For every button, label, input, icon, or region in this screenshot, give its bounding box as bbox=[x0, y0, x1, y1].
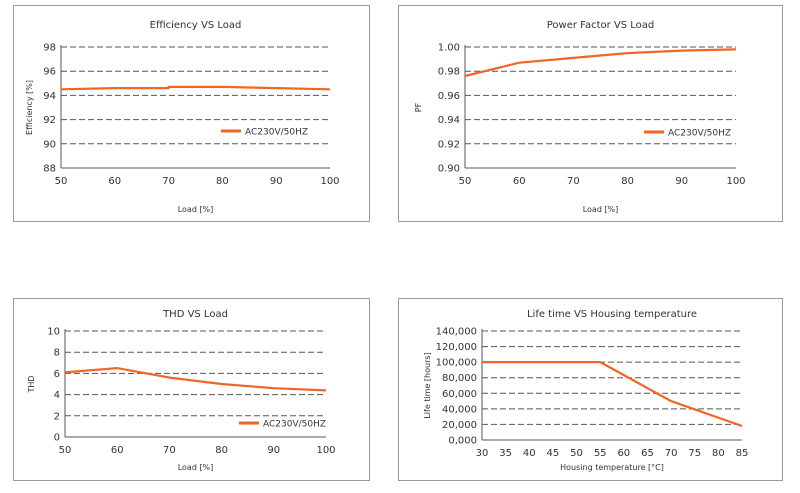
x-tick-label: 90 bbox=[270, 176, 283, 187]
y-tick-label: 20,000 bbox=[442, 420, 477, 431]
x-tick-label: 70 bbox=[665, 448, 678, 459]
efficiency-chart-panel: Efficiency VS Load 88 90 92 94 96 98 50 60 70 80 90… bbox=[13, 5, 370, 222]
x-tick-label: 70 bbox=[567, 176, 580, 187]
x-tick-label: 80 bbox=[621, 176, 634, 187]
series-line bbox=[60, 85, 331, 91]
efficiency-chart: Efficiency VS Load 88 90 92 94 96 98 50 60 70 80 90… bbox=[25, 20, 340, 214]
x-tick-label: 50 bbox=[59, 445, 72, 456]
x-tick-label: 65 bbox=[641, 448, 654, 459]
y-tick-label: 100,000 bbox=[436, 358, 477, 369]
chart-title: THD VS Load bbox=[162, 309, 228, 320]
x-tick-label: 30 bbox=[476, 448, 489, 459]
x-axis-label: Housing temperature [°C] bbox=[560, 463, 664, 472]
y-tick-label: 98 bbox=[43, 43, 56, 54]
y-tick-label: 2 bbox=[54, 411, 60, 422]
x-tick-label: 60 bbox=[513, 176, 526, 187]
x-tick-label: 80 bbox=[215, 445, 228, 456]
x-tick-label: 40 bbox=[523, 448, 536, 459]
chart-title: Power Factor VS Load bbox=[547, 20, 655, 31]
x-axis-label: Load [%] bbox=[178, 463, 214, 472]
chart-title: Efficiency VS Load bbox=[150, 20, 242, 31]
y-tick-label: 0.94 bbox=[438, 115, 460, 126]
lifetime-chart: Life time VS Housing temperature 0,000 20,… bbox=[423, 309, 749, 472]
y-tick-label: 140,000 bbox=[436, 327, 477, 338]
x-tick-label: 100 bbox=[726, 176, 745, 187]
y-tick-label: 8 bbox=[54, 348, 60, 359]
x-tick-label: 60 bbox=[617, 448, 630, 459]
x-tick-label: 85 bbox=[736, 448, 749, 459]
y-tick-label: 0.96 bbox=[438, 91, 460, 102]
x-tick-label: 70 bbox=[163, 445, 176, 456]
x-tick-label: 80 bbox=[712, 448, 725, 459]
lifetime-chart-panel: Life time VS Housing temperature 0,000 20,… bbox=[398, 298, 783, 481]
y-tick-label: 0,000 bbox=[448, 436, 477, 447]
x-tick-label: 50 bbox=[55, 176, 68, 187]
y-tick-label: 0 bbox=[54, 433, 60, 444]
x-tick-label: 80 bbox=[216, 176, 229, 187]
y-tick-label: 120,000 bbox=[436, 342, 477, 353]
legend-label: AC230V/50HZ bbox=[245, 128, 308, 138]
series-line bbox=[64, 366, 327, 392]
chart-title: Life time VS Housing temperature bbox=[527, 309, 697, 320]
y-tick-label: 6 bbox=[54, 369, 60, 380]
y-tick-label: 96 bbox=[43, 67, 56, 78]
y-tick-label: 94 bbox=[43, 91, 56, 102]
legend-label: AC230V/50HZ bbox=[263, 420, 326, 430]
x-tick-label: 50 bbox=[459, 176, 472, 187]
y-tick-label: 92 bbox=[43, 115, 56, 126]
y-tick-label: 60,000 bbox=[442, 389, 477, 400]
x-tick-label: 60 bbox=[111, 445, 124, 456]
y-tick-label: 0.92 bbox=[438, 139, 460, 150]
legend-label: AC230V/50HZ bbox=[668, 129, 731, 139]
x-tick-label: 70 bbox=[162, 176, 175, 187]
power-factor-chart-panel: Power Factor VS Load 0.90 0.92 0.94 0.96 0.98… bbox=[398, 5, 783, 222]
x-tick-label: 35 bbox=[499, 448, 512, 459]
x-tick-label: 50 bbox=[570, 448, 583, 459]
x-axis-label: Load [%] bbox=[583, 205, 619, 214]
y-tick-label: 90 bbox=[43, 139, 56, 150]
y-axis-label: THD bbox=[27, 375, 36, 393]
y-tick-label: 88 bbox=[43, 164, 56, 175]
power-factor-chart: Power Factor VS Load 0.90 0.92 0.94 0.96 0.98… bbox=[414, 20, 746, 214]
y-tick-label: 0.90 bbox=[438, 164, 460, 175]
x-tick-label: 45 bbox=[547, 448, 560, 459]
y-tick-label: 10 bbox=[47, 327, 60, 338]
series-line bbox=[464, 48, 737, 78]
x-axis-label: Load [%] bbox=[178, 205, 214, 214]
thd-chart-panel: THD VS Load 0 2 4 6 8 10 50 60 70 80 90 100 Load [%] T… bbox=[13, 298, 370, 481]
x-tick-label: 90 bbox=[675, 176, 688, 187]
thd-chart: THD VS Load 0 2 4 6 8 10 50 60 70 80 90 100 Load [%] T… bbox=[27, 309, 336, 472]
x-tick-label: 55 bbox=[594, 448, 607, 459]
x-tick-label: 75 bbox=[688, 448, 701, 459]
x-tick-label: 100 bbox=[316, 445, 335, 456]
y-tick-label: 1.00 bbox=[438, 43, 460, 54]
y-tick-label: 4 bbox=[54, 390, 60, 401]
y-tick-label: 0.98 bbox=[438, 67, 460, 78]
x-tick-label: 100 bbox=[320, 176, 339, 187]
y-axis-label: Life time [hours] bbox=[423, 352, 432, 418]
series-line bbox=[482, 360, 743, 428]
x-tick-label: 60 bbox=[108, 176, 121, 187]
y-tick-label: 80,000 bbox=[442, 373, 477, 384]
y-axis-label: Efficiency [%] bbox=[25, 80, 34, 135]
x-tick-label: 90 bbox=[267, 445, 280, 456]
y-axis-label: PF bbox=[414, 102, 423, 112]
y-tick-label: 40,000 bbox=[442, 404, 477, 415]
